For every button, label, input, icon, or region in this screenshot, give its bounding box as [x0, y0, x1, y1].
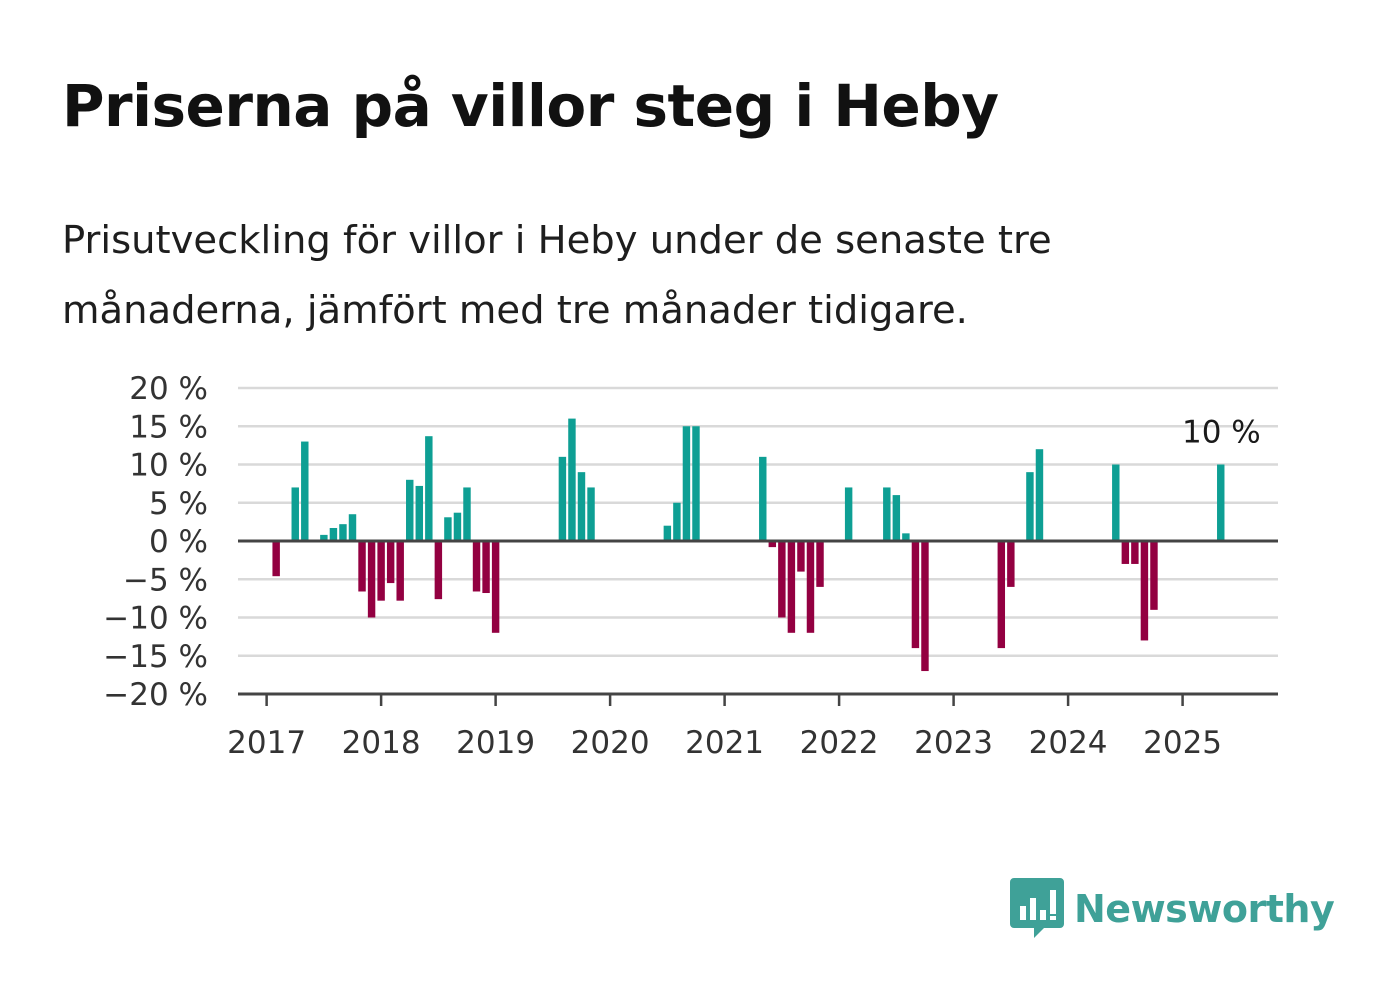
bar: [1131, 541, 1139, 564]
grid-lines: [238, 386, 1278, 657]
bar: [482, 541, 490, 594]
bar: [911, 541, 920, 649]
bars: [272, 418, 1225, 672]
newsworthy-logo: Newsworthy: [1010, 878, 1335, 940]
bar: [301, 441, 309, 541]
bar: [444, 517, 452, 541]
bar: [921, 541, 929, 672]
bar: [1140, 541, 1149, 641]
bar: [396, 541, 404, 601]
bar: [272, 541, 280, 577]
bar: [386, 541, 395, 584]
bar: [1035, 449, 1044, 541]
bar: [1112, 464, 1120, 541]
y-tick-label: −10 %: [103, 601, 208, 637]
bar: [415, 485, 424, 541]
bar: [1007, 541, 1015, 587]
bar: [797, 541, 805, 572]
data-label: 10 %: [1182, 415, 1261, 451]
y-tick-label: 5 %: [149, 486, 208, 522]
bar: [663, 525, 672, 541]
bar: [472, 541, 481, 592]
x-tick-label: 2017: [227, 725, 306, 761]
bar: [768, 541, 777, 548]
bar: [491, 541, 500, 633]
bar: [577, 472, 586, 541]
y-tick-label: −20 %: [103, 677, 208, 713]
bar: [673, 502, 681, 541]
bar: [692, 426, 700, 541]
bar: [291, 487, 299, 541]
y-tick-label: −5 %: [123, 562, 208, 598]
bar: [406, 479, 414, 541]
x-tick-label: 2025: [1143, 725, 1222, 761]
bar: [587, 487, 595, 541]
y-tick-label: 15 %: [129, 409, 208, 445]
bar: [682, 426, 691, 541]
axes: [238, 539, 1278, 706]
bar: [844, 487, 853, 541]
y-tick-label: 0 %: [149, 524, 208, 560]
brand-name: Newsworthy: [1074, 887, 1335, 931]
bar: [883, 487, 891, 541]
x-tick-label: 2024: [1029, 725, 1108, 761]
bar: [453, 512, 462, 541]
bar: [558, 456, 567, 541]
bar: [377, 541, 385, 601]
bar: [806, 541, 815, 633]
bar: [816, 541, 824, 587]
x-tick-label: 2023: [914, 725, 993, 761]
bar: [463, 487, 471, 541]
bar: [568, 418, 576, 541]
chart-title: Priserna på villor steg i Heby: [62, 72, 999, 140]
tick-labels: 20 %15 %10 %5 %0 %−5 %−10 %−15 %−20 %201…: [103, 371, 1260, 761]
bar: [320, 534, 328, 541]
x-tick-label: 2020: [571, 725, 650, 761]
bar: [759, 456, 767, 541]
bar: [997, 541, 1006, 649]
y-tick-label: 10 %: [129, 448, 208, 484]
bar: [434, 541, 443, 600]
bar: [329, 527, 338, 541]
y-tick-label: −15 %: [103, 639, 208, 675]
bar: [787, 541, 796, 633]
bar: [902, 533, 910, 541]
bar: [778, 541, 786, 618]
bar: [425, 436, 433, 541]
bar: [367, 541, 376, 618]
bar: [1121, 541, 1130, 564]
bar: [358, 541, 366, 592]
x-tick-label: 2018: [342, 725, 421, 761]
chart-subtitle: Prisutveckling för villor i Heby under d…: [62, 218, 1052, 333]
bar: [1150, 541, 1158, 610]
bar: [348, 514, 357, 541]
x-tick-label: 2021: [685, 725, 764, 761]
y-tick-label: 20 %: [129, 371, 208, 407]
bar: [892, 495, 901, 541]
x-tick-label: 2019: [456, 725, 535, 761]
x-tick-label: 2022: [800, 725, 879, 761]
newsworthy-logo-icon: [1010, 878, 1064, 938]
bar: [339, 524, 347, 541]
bar: [1026, 472, 1034, 541]
bar: [1217, 464, 1225, 541]
